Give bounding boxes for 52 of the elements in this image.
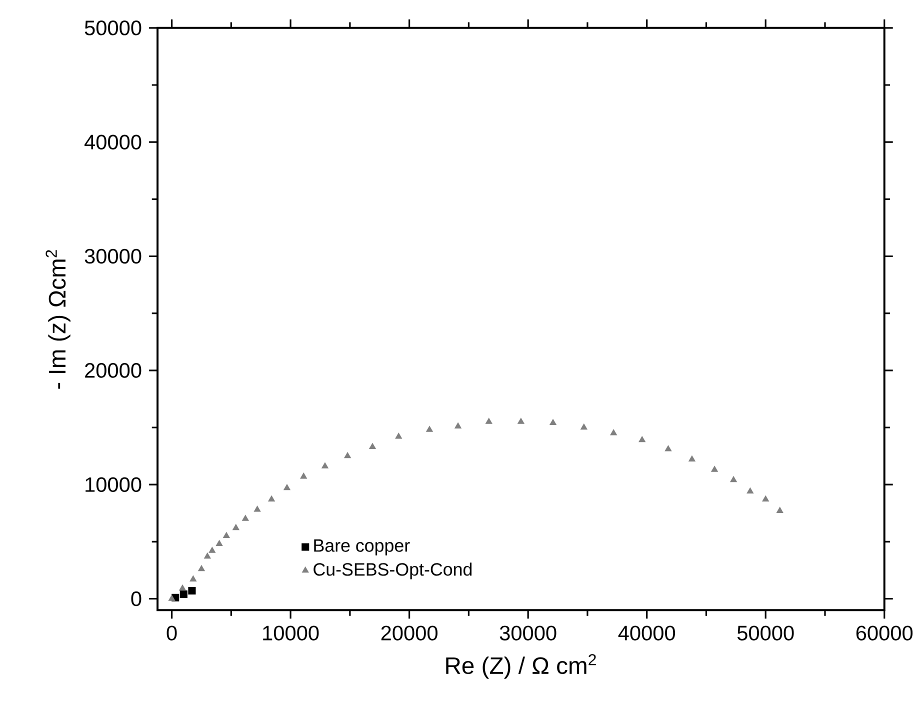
point (344, 452, 351, 458)
point (776, 507, 784, 513)
point (730, 476, 737, 482)
point (550, 419, 556, 426)
point (216, 540, 223, 546)
x-tick-label: 10000 (263, 626, 319, 641)
point (746, 488, 754, 494)
point (610, 429, 617, 436)
point (204, 552, 211, 559)
point (188, 587, 196, 595)
point (179, 584, 186, 591)
point (426, 426, 433, 432)
y-tick-label: 20000 (85, 363, 142, 378)
point (664, 445, 672, 452)
point (580, 424, 588, 430)
x-tick-label: 30000 (500, 626, 556, 641)
point (369, 443, 376, 450)
y-tick-label: 40000 (84, 134, 142, 150)
point (232, 524, 240, 530)
point (395, 432, 402, 439)
point (711, 466, 718, 472)
point (284, 484, 290, 490)
point (638, 436, 646, 442)
point (322, 462, 328, 468)
point (300, 472, 307, 479)
x-tick-label: 0 (166, 626, 177, 641)
point (268, 496, 275, 502)
x-tick-label: 40000 (618, 626, 676, 641)
legend-label: Bare copper (314, 539, 410, 556)
point (762, 496, 769, 502)
x-axis-title: Re (Z) / Ω cm$^{2}$ (446, 654, 596, 679)
y-tick-label: 10000 (86, 477, 142, 492)
point (518, 418, 524, 424)
point (198, 565, 205, 572)
point (454, 422, 462, 428)
x-tick-label: 60000 (856, 626, 913, 641)
point (242, 515, 249, 521)
point (180, 590, 188, 598)
point (208, 547, 216, 553)
point (168, 595, 176, 601)
y-tick-label: 0 (131, 591, 142, 606)
point (223, 532, 230, 538)
y-tick-label: 30000 (84, 248, 142, 264)
y-axis-title: - Im (z) Ωcm$^{2}$ (46, 250, 70, 389)
x-tick-label: 50000 (737, 626, 794, 641)
point (254, 506, 261, 512)
y-tick-label: 50000 (84, 20, 142, 36)
point (486, 418, 492, 424)
point (688, 456, 696, 462)
point (190, 576, 196, 582)
x-tick-label: 20000 (381, 626, 438, 641)
legend-label: Cu-SEBS-Opt-Cond (314, 562, 472, 580)
